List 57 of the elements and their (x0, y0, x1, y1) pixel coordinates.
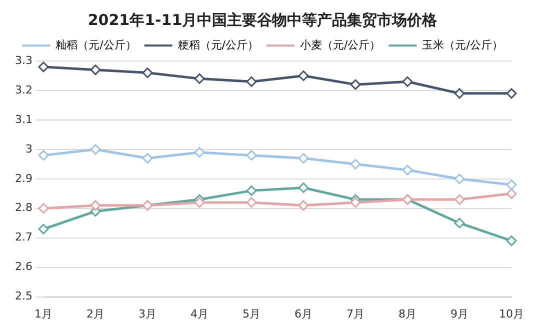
point (246, 150, 257, 161)
legend-label: 粳稻（元/公斤） (178, 38, 259, 52)
chart-title: 2021年1-11月中国主要谷物中等产品集贸市场价格 (88, 10, 438, 29)
x-tick-label: 8月 (398, 307, 416, 320)
point (350, 158, 361, 170)
point (506, 236, 517, 246)
y-tick-label: 2.9 (14, 172, 32, 185)
point (350, 79, 361, 90)
x-tick-label: 3月 (138, 307, 156, 320)
x-tick-label: 1月 (34, 307, 52, 320)
point (350, 197, 361, 208)
x-tick-label: 5月 (242, 307, 260, 320)
x-tick-label: 9月 (450, 307, 468, 320)
point (454, 88, 465, 99)
y-tick-label: 2.7 (14, 230, 32, 244)
point (454, 218, 465, 228)
point (38, 62, 49, 72)
point (90, 144, 101, 155)
point (90, 64, 101, 76)
point (298, 200, 309, 211)
y-tick-label: 2.8 (14, 201, 32, 214)
point (194, 147, 205, 158)
y-tick-label: 3.1 (14, 112, 32, 126)
x-tick-label: 4月 (190, 307, 208, 320)
point (194, 73, 205, 84)
point (246, 197, 257, 208)
y-tick-label: 2.6 (14, 260, 32, 274)
point (38, 203, 49, 214)
point (142, 68, 153, 78)
point (298, 153, 309, 164)
point (246, 76, 257, 87)
point (402, 76, 413, 87)
point (142, 153, 153, 164)
point (506, 180, 517, 190)
y-tick-label: 3 (25, 142, 32, 156)
y-tick-label: 2.5 (14, 290, 32, 303)
point (38, 224, 49, 234)
point (402, 164, 413, 176)
x-tick-label: 2月 (86, 307, 104, 320)
point (38, 150, 49, 161)
x-tick-label: 7月 (346, 307, 364, 320)
x-tick-label: 6月 (294, 307, 312, 320)
point (194, 197, 205, 208)
point (90, 200, 101, 211)
y-tick-label: 3.2 (14, 83, 32, 96)
point (298, 182, 309, 193)
legend-label: 小麦（元/公斤） (300, 38, 381, 52)
point (246, 185, 257, 196)
point (506, 188, 517, 199)
y-tick-label: 3.3 (14, 54, 32, 67)
x-tick-label: 10月 (499, 307, 524, 320)
legend-label: 籼稻（元/公斤） (56, 38, 136, 52)
legend-label: 玉米（元/公斤） (422, 38, 503, 52)
point (506, 88, 517, 99)
point (298, 70, 309, 81)
point (454, 194, 465, 205)
point (454, 174, 465, 184)
